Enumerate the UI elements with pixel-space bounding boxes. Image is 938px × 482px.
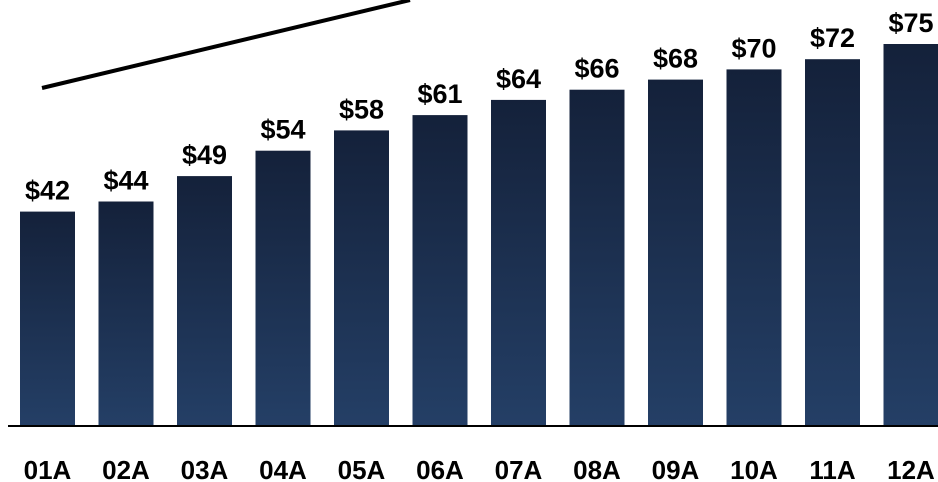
value-label-09A: $68 [653, 44, 698, 74]
x-tick-label-10A: 10A [730, 455, 778, 482]
bar-02A [98, 201, 154, 425]
value-label-02A: $44 [103, 166, 148, 196]
value-label-10A: $70 [731, 33, 776, 63]
value-label-04A: $54 [260, 115, 305, 145]
x-tick-label-01A: 01A [24, 455, 72, 482]
x-tick-label-08A: 08A [573, 455, 621, 482]
value-label-06A: $61 [417, 79, 462, 109]
value-label-03A: $49 [182, 140, 227, 170]
x-tick-label-05A: 05A [338, 455, 386, 482]
bar-12A [883, 44, 938, 425]
bar-05A [334, 130, 389, 425]
value-label-11A: $72 [810, 23, 855, 53]
bar-08A [569, 89, 625, 425]
bar-07A [491, 99, 546, 426]
trend-line [41, 0, 411, 90]
bar-04A [255, 150, 311, 425]
bars-group [20, 44, 938, 426]
value-label-05A: $58 [339, 94, 384, 124]
x-tick-label-06A: 06A [416, 455, 464, 482]
value-label-07A: $64 [496, 64, 541, 94]
x-tick-label-04A: 04A [259, 455, 307, 482]
bar-06A [412, 115, 468, 425]
bar-11A [805, 59, 860, 425]
bar-10A [726, 69, 782, 426]
value-labels-group: $42 $44 $49 $54 $58 $61 $64 $66 $68 $70 $72 $75 [25, 8, 934, 206]
x-tick-label-02A: 02A [102, 455, 150, 482]
value-label-12A: $75 [888, 8, 933, 38]
x-tick-label-11A: 11A [809, 455, 855, 482]
value-label-01A: $42 [25, 176, 70, 206]
x-tick-label-12A: 12A [887, 455, 935, 482]
x-tick-label-03A: 03A [181, 455, 229, 482]
value-label-08A: $66 [574, 54, 619, 84]
x-tick-labels-group: 01A 02A 03A 04A 05A 06A 07A 08A 09A 10A 11A 12A [24, 455, 935, 482]
x-tick-label-09A: 09A [652, 455, 700, 482]
bar-09A [648, 79, 703, 425]
x-tick-label-07A: 07A [495, 455, 543, 482]
bar-01A [20, 211, 75, 425]
bar-03A [177, 176, 232, 425]
